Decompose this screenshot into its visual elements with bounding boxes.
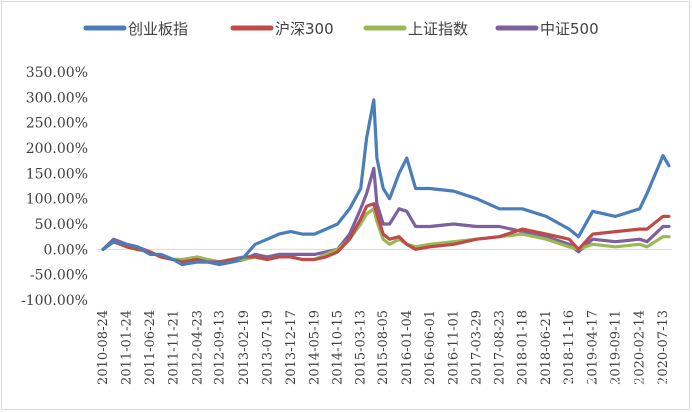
watermark-text: 知乎 @金融帅哥 (566, 376, 676, 394)
x-tick-label: 2013-12-17 (284, 310, 299, 385)
x-tick-label: 2018-06-21 (539, 310, 554, 385)
y-tick-label: 250.00% (26, 116, 88, 132)
x-tick-label: 2015-03-13 (354, 310, 369, 385)
x-tick-label: 2017-08-23 (492, 310, 507, 385)
x-tick-label: 2012-04-23 (190, 310, 205, 385)
x-tick-label: 2014-10-15 (331, 310, 346, 385)
series-lines (101, 98, 671, 267)
y-tick-label: -50.00% (30, 268, 88, 284)
x-tick-label: 2017-03-29 (470, 310, 485, 385)
x-tick-label: 2018-11-16 (562, 310, 577, 385)
x-tick-label: 2013-07-19 (260, 310, 275, 385)
x-tick-label: 2013-02-19 (237, 310, 252, 385)
x-tick-label: 2019-09-11 (609, 310, 624, 385)
y-tick-label: 300.00% (26, 90, 88, 106)
y-tick-label: 0.00% (44, 242, 88, 258)
x-tick-label: 2016-06-01 (423, 310, 438, 385)
y-tick-label: 100.00% (26, 192, 88, 208)
legend: 创业板指 沪深300 上证指数 中证500 (83, 20, 599, 38)
x-tick-label: 2020-07-13 (656, 310, 671, 385)
y-tick-label: 150.00% (26, 166, 88, 182)
y-tick-label: 50.00% (35, 217, 88, 233)
x-tick-label: 2016-01-04 (400, 310, 415, 385)
y-tick-label: -100.00% (21, 293, 88, 309)
x-tick-label: 2010-08-24 (96, 310, 111, 385)
legend-label: 沪深300 (275, 20, 334, 38)
series-line (101, 202, 671, 264)
series-line (101, 166, 671, 267)
legend-label: 上证指数 (408, 20, 468, 38)
x-tick-label: 2011-06-24 (143, 310, 158, 385)
x-tick-label: 2016-11-01 (447, 310, 462, 385)
series-line (101, 207, 671, 264)
x-tick-label: 2014-05-19 (308, 310, 323, 385)
x-tick-label: 2018-01-18 (515, 310, 530, 385)
x-tick-label: 2015-08-05 (376, 310, 391, 385)
x-tick-label: 2020-02-14 (633, 310, 648, 385)
x-tick-label: 2011-01-24 (120, 310, 135, 385)
y-axis-ticks: 350.00% 300.00% 250.00% 200.00% 150.00% 100.0… (21, 65, 88, 309)
series-line (101, 98, 671, 267)
x-tick-label: 2019-04-17 (586, 310, 601, 385)
x-tick-label: 2012-09-13 (212, 310, 227, 385)
x-axis-ticks: 2010-08-24 2011-01-24 2011-06-24 2011-11-21… (96, 310, 671, 385)
legend-label: 中证500 (540, 20, 599, 38)
y-tick-label: 200.00% (26, 141, 88, 157)
legend-label: 创业板指 (128, 20, 188, 38)
x-tick-label: 2011-11-21 (166, 310, 181, 385)
y-tick-label: 350.00% (26, 65, 88, 81)
